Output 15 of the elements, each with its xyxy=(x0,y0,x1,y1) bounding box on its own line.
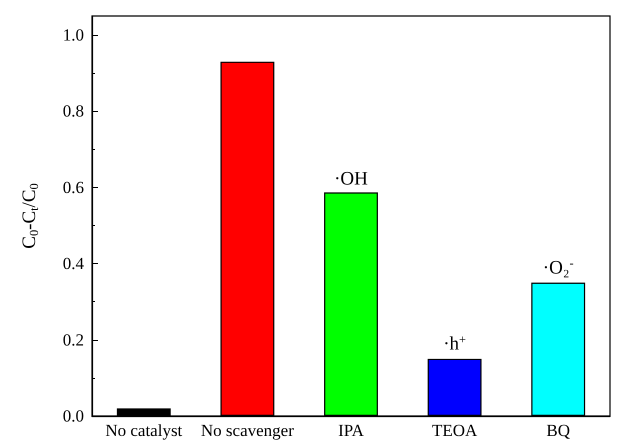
x-tick-label: No scavenger xyxy=(200,421,294,440)
x-tick-label: BQ xyxy=(546,421,570,440)
annotation: ·OH xyxy=(334,168,368,190)
y-tick-label: 0.4 xyxy=(62,254,84,274)
x-tick-label: TEOA xyxy=(432,421,478,440)
y-tick-label: 0.2 xyxy=(62,330,84,350)
y-tick-label: 1.0 xyxy=(62,26,84,45)
y-tick-label: 0.6 xyxy=(62,178,84,197)
annotation: ·O₂- xyxy=(542,256,574,278)
y-tick-label: 0.0 xyxy=(62,406,84,426)
y-axis-title: C0-Ct/C0 xyxy=(18,183,41,249)
annotation: ·h+ xyxy=(443,332,466,355)
y-tick-label: 0.8 xyxy=(62,102,84,121)
x-tick-label: No catalyst xyxy=(105,421,183,440)
x-tick-label: IPA xyxy=(338,421,365,440)
